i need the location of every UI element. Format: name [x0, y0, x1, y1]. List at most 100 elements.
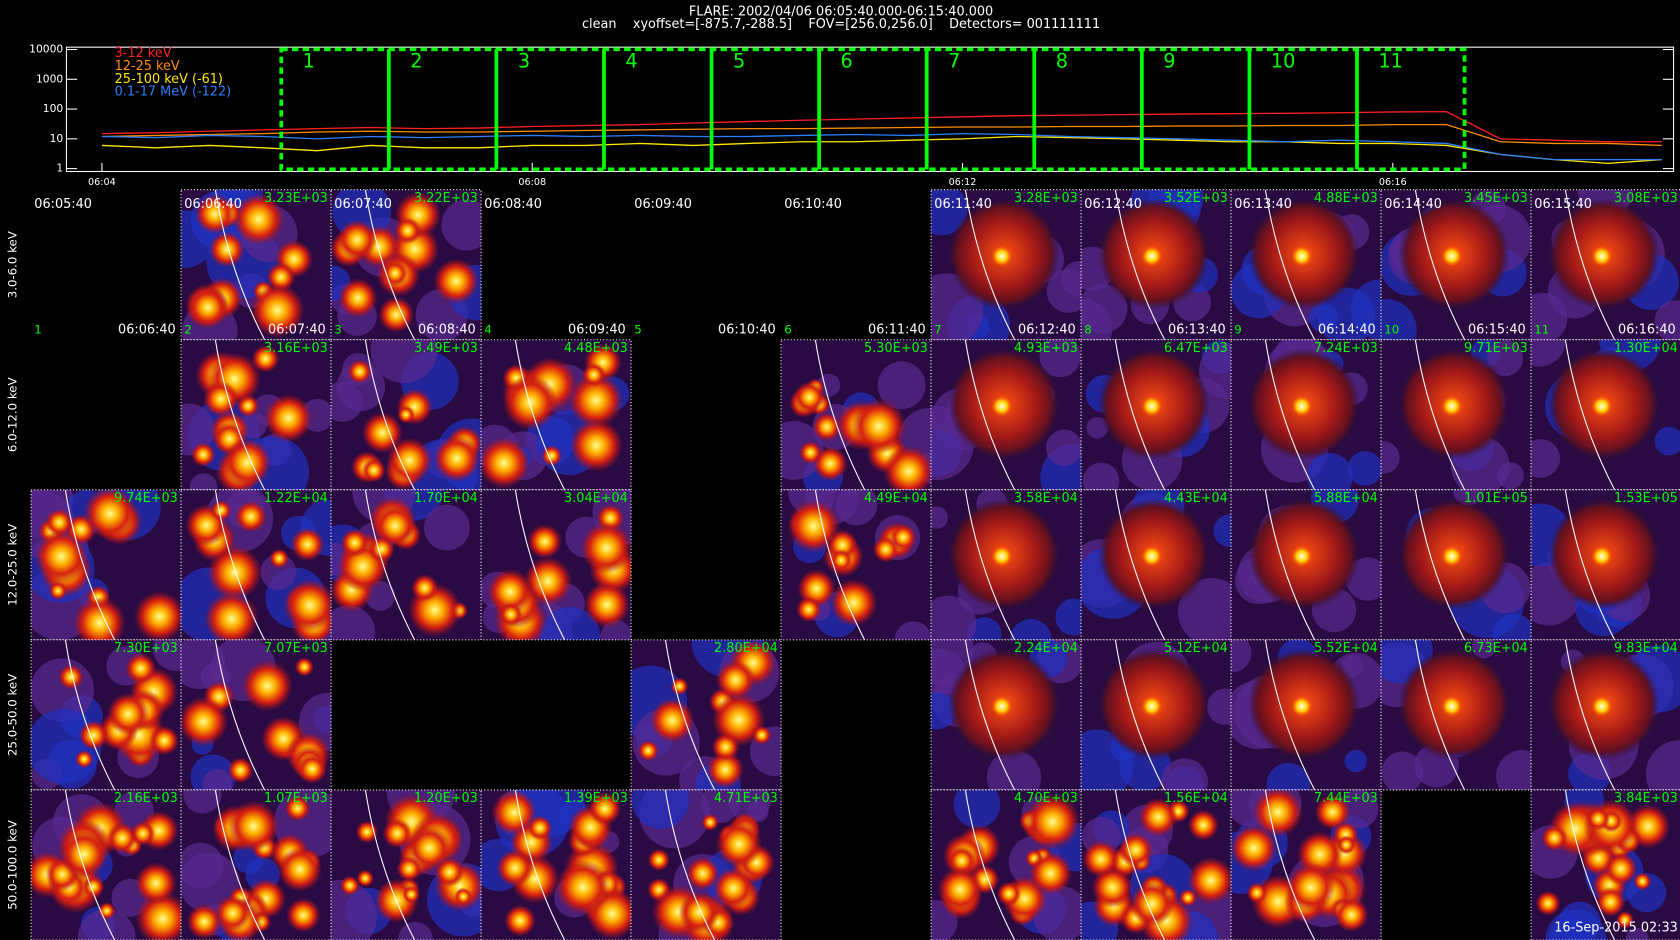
background-patch	[1625, 927, 1649, 940]
interval-label: 2	[410, 50, 422, 73]
source-blob	[208, 231, 245, 268]
source-blob	[433, 258, 479, 304]
source-blob	[378, 296, 415, 333]
source-blob	[491, 789, 537, 836]
limb	[1114, 489, 1166, 640]
series-line	[101, 135, 1662, 165]
source-blob	[1541, 824, 1568, 852]
image-panel	[181, 639, 332, 790]
background-patch	[1381, 441, 1400, 474]
end-time: 06:06:40	[118, 323, 176, 338]
background-patch	[953, 789, 1001, 828]
image-panel	[181, 789, 332, 940]
image-panel	[1231, 189, 1382, 340]
max-value: 3.23E+03	[264, 191, 328, 206]
source-blob	[706, 750, 744, 789]
limb	[364, 339, 416, 490]
image-panel	[1081, 189, 1232, 340]
source-blob	[222, 438, 272, 487]
limb	[214, 639, 266, 790]
source-blob	[1246, 882, 1268, 904]
source-blob	[649, 698, 695, 743]
source-blob	[277, 846, 323, 892]
panel-border	[1530, 489, 1680, 641]
source-blob	[203, 381, 239, 417]
background-patch	[1161, 758, 1208, 790]
source-blob	[339, 875, 360, 896]
source-blob	[181, 696, 229, 747]
core	[1291, 245, 1313, 267]
background-patch	[1306, 453, 1353, 490]
background-patch	[152, 639, 182, 671]
panel-border	[1530, 339, 1680, 491]
max-value: 4.48E+03	[564, 341, 628, 356]
max-value: 1.20E+03	[414, 791, 478, 806]
source-blob	[670, 677, 689, 696]
source-blob	[191, 442, 216, 467]
start-time: 06:13:40	[1234, 197, 1292, 212]
source-blob	[232, 193, 285, 246]
source-blob	[294, 657, 314, 677]
panel-border	[630, 789, 782, 940]
source-blob	[337, 219, 377, 260]
source-blob	[637, 740, 659, 762]
source-blob	[250, 282, 305, 338]
core	[1141, 395, 1163, 417]
core	[1141, 695, 1163, 718]
source-blob	[83, 489, 137, 540]
image-panel	[781, 489, 932, 640]
limb	[214, 789, 266, 940]
source-blob	[214, 895, 251, 932]
limb	[214, 189, 266, 340]
limb	[964, 189, 1016, 340]
background-patch	[183, 789, 222, 814]
image-panel	[331, 789, 482, 940]
source-blob	[1028, 851, 1073, 896]
core	[991, 695, 1013, 718]
source-blob	[397, 405, 415, 424]
source-blob	[411, 574, 439, 602]
series-line	[101, 132, 1662, 161]
core	[1141, 245, 1163, 267]
image-panel	[931, 489, 1082, 640]
limb	[514, 339, 566, 490]
limb	[1114, 189, 1166, 340]
source-blob	[234, 500, 267, 533]
core	[1591, 545, 1613, 568]
source-blob	[937, 866, 983, 913]
source-blob	[283, 579, 332, 632]
image-panel	[1531, 789, 1680, 940]
source-blob	[527, 524, 563, 559]
start-time: 06:11:40	[934, 197, 992, 212]
source-blob	[555, 859, 611, 915]
source-blob	[241, 660, 293, 712]
limb	[1264, 189, 1316, 340]
image-panel	[1381, 339, 1532, 490]
end-time: 06:10:40	[718, 323, 776, 338]
y-tick-label: 1	[56, 162, 63, 175]
max-value: 4.49E+04	[864, 491, 928, 506]
image-panel	[481, 339, 632, 490]
source-blob	[1138, 797, 1178, 837]
source-blob	[45, 508, 74, 537]
image-panel	[1531, 639, 1680, 790]
image-panel	[331, 489, 482, 640]
max-value: 1.22E+04	[264, 491, 328, 506]
source-blob	[1082, 840, 1120, 878]
source-blob	[361, 458, 386, 483]
source-blob	[481, 437, 530, 489]
source-blob	[715, 660, 756, 700]
title: FLARE: 2002/04/06 06:05:40.000-06:15:40.…	[689, 4, 993, 19]
source-blob	[588, 792, 622, 826]
source-blob	[701, 813, 719, 831]
background-patch	[1055, 598, 1082, 636]
source-blob	[851, 398, 907, 454]
interval-label: 1	[303, 50, 315, 73]
start-time: 06:09:40	[634, 197, 692, 212]
background-patch	[370, 339, 438, 384]
max-value: 9.83E+04	[1614, 641, 1678, 656]
end-time: 06:07:40	[268, 323, 326, 338]
image-panel	[631, 789, 782, 940]
limb	[964, 639, 1016, 790]
source-blob	[829, 579, 878, 627]
